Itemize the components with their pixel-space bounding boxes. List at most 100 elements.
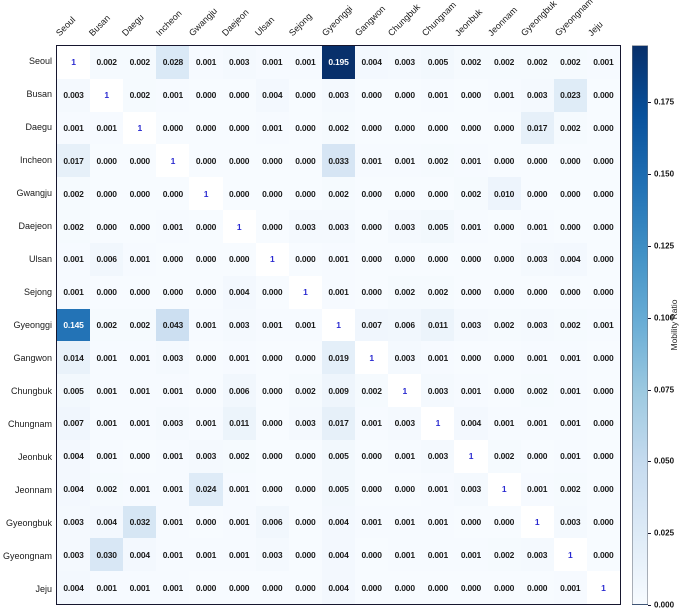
- heatmap-cell: 0.002: [454, 46, 488, 79]
- heatmap-cell: 0.003: [57, 538, 91, 572]
- heatmap-cell: 0.001: [57, 242, 91, 276]
- heatmap-cell: 0.001: [90, 341, 124, 375]
- heatmap-cell: 0.030: [90, 538, 124, 572]
- heatmap-cell: 0.000: [189, 242, 223, 276]
- heatmap-cell: 0.003: [421, 374, 455, 408]
- heatmap-cell: 0.004: [57, 472, 91, 506]
- heatmap-cell: 0.000: [355, 111, 389, 145]
- heatmap-cell: 0.002: [288, 374, 322, 408]
- heatmap-cell: 0.000: [156, 111, 190, 145]
- heatmap-cell: 0.006: [90, 242, 124, 276]
- heatmap-cell: 0.000: [288, 78, 322, 112]
- heatmap-cell: 1: [355, 341, 389, 375]
- heatmap-cell: 1: [123, 111, 157, 145]
- heatmap-cell: 0.000: [222, 78, 256, 112]
- heatmap-cell: 0.001: [123, 571, 157, 604]
- heatmap-cell: 0.007: [355, 308, 389, 342]
- heatmap-cell: 0.000: [454, 571, 488, 604]
- heatmap-cell: 0.002: [90, 46, 124, 79]
- heatmap-cell: 0.001: [454, 538, 488, 572]
- heatmap-cell: 0.000: [222, 242, 256, 276]
- heatmap-cell: 0.001: [553, 374, 587, 408]
- heatmap-cell: 0.000: [421, 242, 455, 276]
- heatmap-cell: 0.002: [321, 111, 356, 145]
- heatmap-cell: 0.002: [520, 46, 554, 79]
- heatmap-cell: 1: [222, 210, 256, 243]
- heatmap-cell: 1: [487, 472, 521, 506]
- heatmap-cell: 0.004: [123, 538, 157, 572]
- heatmap-cell: 0.000: [90, 144, 124, 178]
- heatmap-cell: 0.000: [189, 144, 223, 178]
- col-label-text: Jeonbuk: [452, 6, 484, 38]
- heatmap-cell: 0.002: [57, 210, 91, 243]
- heatmap-cell: 0.000: [189, 210, 223, 243]
- heatmap-cell: 0.000: [487, 210, 521, 243]
- heatmap-cell: 0.000: [222, 177, 256, 211]
- heatmap-cell: 0.000: [421, 571, 455, 604]
- heatmap-cell: 0.017: [57, 144, 91, 178]
- heatmap-cell: 0.000: [454, 111, 488, 145]
- heatmap-cell: 0.005: [421, 210, 455, 243]
- colorbar-tick-mark: [648, 102, 651, 104]
- heatmap-cell: 0.000: [355, 78, 389, 112]
- heatmap-cell: 0.000: [487, 144, 521, 178]
- heatmap-cell: 0.001: [90, 111, 124, 145]
- heatmap-cell: 0.003: [57, 78, 91, 112]
- heatmap-cell: 0.003: [321, 210, 356, 243]
- heatmap-cell: 0.001: [156, 210, 190, 243]
- heatmap-cell: 0.001: [255, 111, 289, 145]
- row-label-gangwon: Gangwon: [13, 352, 52, 363]
- col-label-text: Gyeonggi: [319, 3, 355, 38]
- heatmap-cell: 0.000: [90, 177, 124, 211]
- row-label-gyeongnam: Gyeongnam: [2, 550, 52, 561]
- heatmap-cell: 0.000: [487, 275, 521, 309]
- heatmap-cell: 0.001: [189, 538, 223, 572]
- heatmap-cell: 0.003: [520, 78, 554, 112]
- row-label-gwangju: Gwangju: [16, 188, 52, 199]
- heatmap-cell: 0.000: [586, 538, 620, 572]
- heatmap-cell: 0.002: [222, 439, 256, 473]
- heatmap-cell: 0.000: [553, 144, 587, 178]
- heatmap-cell: 0.000: [255, 144, 289, 178]
- heatmap-cell: 0.001: [454, 210, 488, 243]
- colorbar-tick-mark: [648, 174, 651, 176]
- heatmap-cell: 0.000: [586, 505, 620, 539]
- heatmap-cell: 0.000: [553, 177, 587, 211]
- heatmap-cell: 1: [321, 308, 356, 342]
- heatmap-cell: 0.000: [520, 144, 554, 178]
- heatmap-cell: 0.000: [90, 275, 124, 309]
- heatmap-cell: 0.002: [454, 177, 488, 211]
- heatmap-cell: 0.001: [156, 472, 190, 506]
- heatmap-cell: 0.000: [222, 144, 256, 178]
- heatmap-cell: 0.000: [586, 210, 620, 243]
- heatmap-cell: 0.000: [520, 439, 554, 473]
- heatmap-cell: 0.000: [421, 177, 455, 211]
- row-label-jeonbuk: Jeonbuk: [17, 451, 52, 462]
- heatmap-cell: 0.000: [586, 111, 620, 145]
- heatmap-cell: 0.000: [123, 275, 157, 309]
- heatmap-cell: 0.017: [321, 407, 356, 440]
- heatmap-cell: 0.001: [90, 439, 124, 473]
- heatmap-cell: 0.001: [421, 505, 455, 539]
- heatmap-cell: 0.001: [487, 78, 521, 112]
- heatmap-cell: 0.004: [90, 505, 124, 539]
- colorbar-tick-mark: [648, 461, 651, 463]
- heatmap-cell: 0.000: [255, 439, 289, 473]
- heatmap-cell: 0.001: [586, 46, 620, 79]
- heatmap-cell: 0.001: [222, 505, 256, 539]
- heatmap-cell: 0.000: [454, 78, 488, 112]
- row-label-gyeonggi: Gyeonggi: [13, 319, 52, 330]
- heatmap-cell: 0.001: [222, 341, 256, 375]
- heatmap-cell: 1: [90, 78, 124, 112]
- row-label-incheon: Incheon: [19, 155, 52, 166]
- colorbar-tick-label: 0.150: [654, 169, 675, 179]
- heatmap-cell: 0.001: [388, 144, 422, 178]
- heatmap-cell: 0.000: [388, 111, 422, 145]
- heatmap-cell: 0.011: [421, 308, 455, 342]
- heatmap-cell: 0.001: [57, 275, 91, 309]
- heatmap-cell: 0.004: [255, 78, 289, 112]
- heatmap-cell: 0.000: [288, 177, 322, 211]
- heatmap-cell: 0.002: [388, 275, 422, 309]
- heatmap-cell: 1: [189, 177, 223, 211]
- heatmap-cell: 0.001: [189, 46, 223, 79]
